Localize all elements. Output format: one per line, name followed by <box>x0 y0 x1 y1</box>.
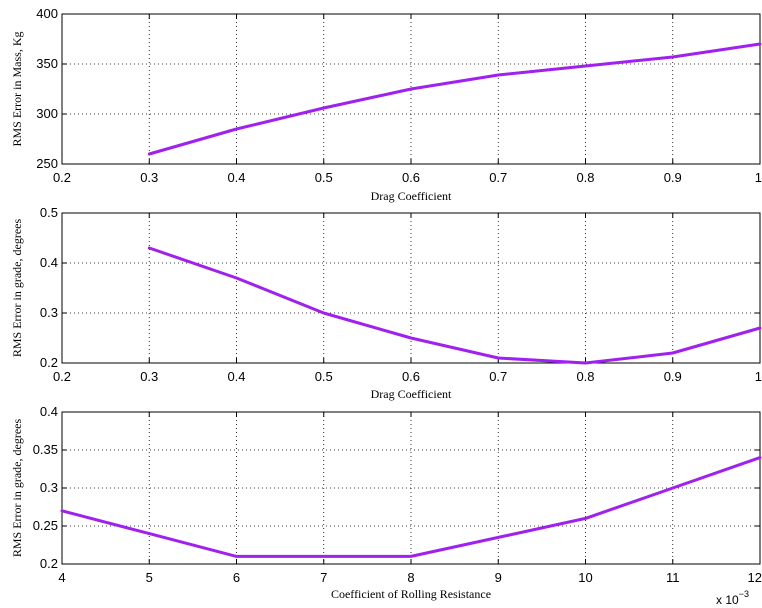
panel-2-xtick-label: 0.3 <box>140 369 158 384</box>
panel-2-ytick-label: 0.3 <box>40 305 58 320</box>
panel-1-xtick-label: 0.9 <box>664 170 682 185</box>
panel-2-xtick-label: 0.2 <box>53 369 71 384</box>
panel-1-xtick-label: 0.3 <box>140 170 158 185</box>
panel-3-tick-marks <box>61 411 761 565</box>
panel-1-xtick-label: 0.8 <box>576 170 594 185</box>
panel-2-grid <box>62 213 760 363</box>
panel-2-xtick-label: 0.6 <box>402 369 420 384</box>
panel-1-xtick-label: 0.2 <box>53 170 71 185</box>
panel-3-xtick-label: 7 <box>320 570 327 585</box>
panel-1-ytick-label: 350 <box>36 56 58 71</box>
panel-2-xlabel: Drag Coefficient <box>371 387 452 401</box>
panel-3-xtick-label: 9 <box>495 570 502 585</box>
panel-2-xtick-label: 0.9 <box>664 369 682 384</box>
panel-2-tick-marks <box>61 212 761 364</box>
panel-3-ytick-label: 0.4 <box>40 404 58 419</box>
panel-3-ytick-label: 0.25 <box>33 518 58 533</box>
panel-3-xtick-label: 12 <box>748 570 762 585</box>
panel-1-ylabel: RMS Error in Mass, Kg <box>10 31 24 146</box>
panel-3-xtick-label: 6 <box>233 570 240 585</box>
panel-2-ylabel: RMS Error in grade, degrees <box>10 219 24 358</box>
panel-1-xlabel: Drag Coefficient <box>371 189 452 203</box>
panel-1-xtick-label: 1 <box>755 170 762 185</box>
panel-2: 0.2 0.3 0.4 0.5 0.6 0.7 0.8 0.9 1 0.2 0.… <box>10 205 762 401</box>
panel-3-xtick-label: 5 <box>146 570 153 585</box>
panel-1-ytick-label: 300 <box>36 106 58 121</box>
panel-1-xtick-label: 0.7 <box>489 170 507 185</box>
panel-2-axes <box>61 212 761 364</box>
panel-3: 4 5 6 7 8 9 10 11 12 0.2 0.25 0.3 0.35 0… <box>10 404 762 607</box>
panel-3-xtick-label: 8 <box>407 570 414 585</box>
panel-3-xtick-label: 4 <box>58 570 65 585</box>
panel-2-series-line <box>147 246 762 365</box>
panel-2-xtick-label: 0.7 <box>489 369 507 384</box>
panel-3-series-line <box>60 456 762 558</box>
panel-1-xtick-label: 0.4 <box>227 170 245 185</box>
panel-3-x-multiplier-base: x 10 <box>716 593 739 607</box>
panel-3-ytick-label: 0.35 <box>33 442 58 457</box>
panel-1-xtick-label: 0.5 <box>315 170 333 185</box>
panel-3-ytick-label: 0.3 <box>40 480 58 495</box>
panel-1-ytick-label: 250 <box>36 156 58 171</box>
panel-1-tick-marks <box>61 13 761 165</box>
panel-3-ytick-label: 0.2 <box>40 556 58 571</box>
panel-3-x-multiplier-exponent: −3 <box>739 589 749 599</box>
panel-2-ytick-label: 0.2 <box>40 355 58 370</box>
panel-2-xtick-label: 0.8 <box>576 369 594 384</box>
panel-3-x-multiplier: x 10−3 <box>716 589 749 607</box>
panel-3-xtick-label: 10 <box>578 570 592 585</box>
panel-3-xtick-label: 11 <box>666 570 680 585</box>
panel-1: 0.2 0.3 0.4 0.5 0.6 0.7 0.8 0.9 1 250 30… <box>10 6 762 203</box>
panel-1-ytick-label: 400 <box>36 6 58 21</box>
panel-2-xtick-label: 0.4 <box>227 369 245 384</box>
panel-2-ytick-label: 0.4 <box>40 255 58 270</box>
panel-3-xlabel: Coefficient of Rolling Resistance <box>331 587 491 601</box>
panel-1-series-line <box>147 42 762 156</box>
panel-1-xtick-label: 0.6 <box>402 170 420 185</box>
panel-3-ylabel: RMS Error in grade, degrees <box>10 419 24 558</box>
panel-1-grid <box>62 14 760 164</box>
panel-2-xtick-label: 1 <box>755 369 762 384</box>
panel-2-xtick-label: 0.5 <box>315 369 333 384</box>
panel-2-ytick-label: 0.5 <box>40 205 58 220</box>
